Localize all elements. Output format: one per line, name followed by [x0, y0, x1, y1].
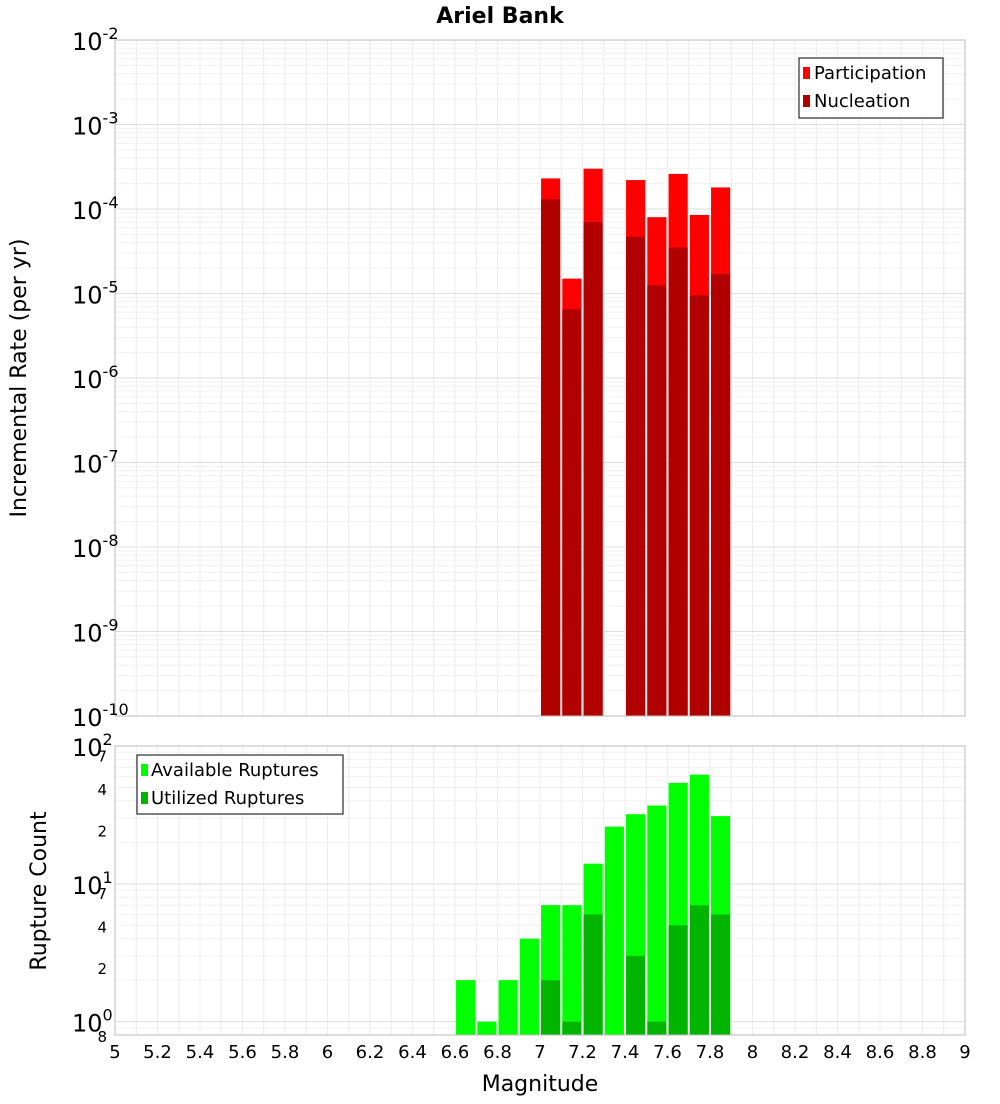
legend-swatch-available — [141, 764, 148, 776]
bottom-bar-utilized-ruptures — [626, 955, 646, 1035]
bottom-legend: Available Ruptures Utilized Ruptures — [136, 754, 344, 815]
top-bar-nucleation — [626, 236, 646, 716]
bottom-y-minor-tick-label: 7 — [97, 885, 107, 903]
x-tick-label: 8.8 — [908, 1042, 937, 1063]
x-tick-label: 6.4 — [398, 1042, 427, 1063]
legend-label-participation: Participation — [814, 63, 926, 84]
x-tick-label: 6.8 — [483, 1042, 512, 1063]
x-tick-labels: 5 5.2 5.4 5.6 5.8 6 6.2 6.4 6.6 6.8 7 7.2 7.4 7.6 7.8 8… — [109, 1042, 970, 1063]
bottom-y-tick-label: 100 — [72, 1006, 113, 1038]
x-tick-label: 5.6 — [228, 1042, 257, 1063]
legend-label-nucleation: Nucleation — [814, 91, 910, 112]
bottom-plot-frame — [114, 745, 966, 1036]
top-bar-nucleation — [562, 309, 582, 716]
bottom-bar-available-ruptures — [477, 1021, 497, 1035]
bottom-bar-available-ruptures — [519, 938, 539, 1035]
top-bar-nucleation — [541, 199, 561, 717]
bottom-bar-available-ruptures — [562, 905, 582, 1035]
bottom-bar-utilized-ruptures — [668, 925, 688, 1035]
legend-swatch-participation — [803, 67, 810, 79]
top-bar-nucleation — [711, 274, 731, 716]
x-tick-label: 5 — [109, 1042, 120, 1063]
x-tick-label: 8.2 — [781, 1042, 810, 1063]
top-y-tick-label: 10-9 — [72, 616, 119, 648]
top-y-tick-label: 10-4 — [72, 193, 119, 225]
x-tick-label: 5.8 — [271, 1042, 300, 1063]
bottom-y-axis-title: Rupture Count — [27, 811, 52, 971]
top-y-tick-label: 10-6 — [72, 362, 119, 394]
x-tick-label: 5.2 — [143, 1042, 172, 1063]
legend-label-available: Available Ruptures — [151, 760, 319, 781]
top-bar-nucleation — [689, 295, 709, 716]
top-y-tick-labels: 10-10 10-9 10-8 10-7 10-6 10-5 10-4 10-3 10-2 — [72, 24, 129, 732]
top-y-tick-label: 10-3 — [72, 109, 119, 141]
top-y-axis-title: Incremental Rate (per yr) — [7, 239, 32, 518]
x-tick-label: 5.4 — [186, 1042, 215, 1063]
bottom-bar-available-ruptures — [647, 805, 667, 1035]
bottom-bar-utilized-ruptures — [647, 1021, 667, 1035]
bottom-y-tick-label: 101 — [72, 868, 113, 900]
legend-swatch-utilized — [141, 792, 148, 804]
bottom-y-minor-tick-label: 2 — [97, 960, 107, 978]
x-tick-label: 6 — [322, 1042, 333, 1063]
bottom-bar-utilized-ruptures — [583, 914, 603, 1035]
top-bar-nucleation — [583, 222, 603, 716]
bottom-bar-utilized-ruptures — [689, 905, 709, 1035]
bottom-y-tick-labels: 100 101 102 2 4 7 2 4 7 8 — [72, 730, 113, 1046]
top-bar-nucleation — [668, 247, 688, 716]
top-plot-frame — [114, 39, 966, 717]
top-y-tick-label: 10-2 — [72, 24, 119, 56]
x-tick-label: 6.6 — [441, 1042, 470, 1063]
top-legend-box — [798, 57, 944, 119]
top-bars — [541, 168, 731, 717]
bottom-bar-utilized-ruptures — [541, 980, 561, 1035]
top-y-tick-label: 10-8 — [72, 531, 119, 563]
bottom-bar-available-ruptures — [456, 980, 476, 1035]
x-tick-label: 9 — [959, 1042, 970, 1063]
bottom-y-minor-tick-label: 7 — [97, 747, 107, 765]
legend-label-utilized: Utilized Ruptures — [151, 788, 304, 809]
x-tick-label: 8.6 — [866, 1042, 895, 1063]
x-tick-label: 8 — [747, 1042, 758, 1063]
bottom-legend-box — [136, 754, 344, 815]
bottom-bars — [456, 774, 731, 1035]
top-y-tick-label: 10-5 — [72, 278, 119, 310]
bottom-bar-utilized-ruptures — [711, 914, 731, 1035]
x-tick-label: 7 — [534, 1042, 545, 1063]
x-tick-label: 7.4 — [611, 1042, 640, 1063]
x-tick-label: 7.6 — [653, 1042, 682, 1063]
x-tick-label: 7.2 — [568, 1042, 597, 1063]
top-bar-nucleation — [647, 285, 667, 716]
bottom-bar-utilized-ruptures — [562, 1021, 582, 1035]
top-gridlines — [114, 40, 966, 717]
bottom-y-minor-tick-label: 4 — [97, 919, 107, 937]
bottom-y-tick-label: 102 — [72, 730, 113, 762]
x-tick-label: 8.4 — [823, 1042, 852, 1063]
chart-title: Ariel Bank — [436, 4, 565, 29]
bottom-bar-available-ruptures — [498, 980, 518, 1035]
top-y-tick-label: 10-7 — [72, 447, 119, 479]
top-y-tick-label: 10-10 — [72, 700, 129, 732]
legend-swatch-nucleation — [803, 95, 810, 107]
bottom-y-minor-tick-label: 4 — [97, 781, 107, 799]
x-axis-title: Magnitude — [482, 1072, 599, 1097]
bottom-y-minor-tick-label: 2 — [97, 822, 107, 840]
bottom-y-minor-tick-label: 8 — [97, 1028, 107, 1046]
bottom-bar-available-ruptures — [604, 826, 624, 1035]
x-tick-label: 6.2 — [356, 1042, 385, 1063]
top-legend: Participation Nucleation — [798, 57, 944, 119]
x-tick-label: 7.8 — [696, 1042, 725, 1063]
